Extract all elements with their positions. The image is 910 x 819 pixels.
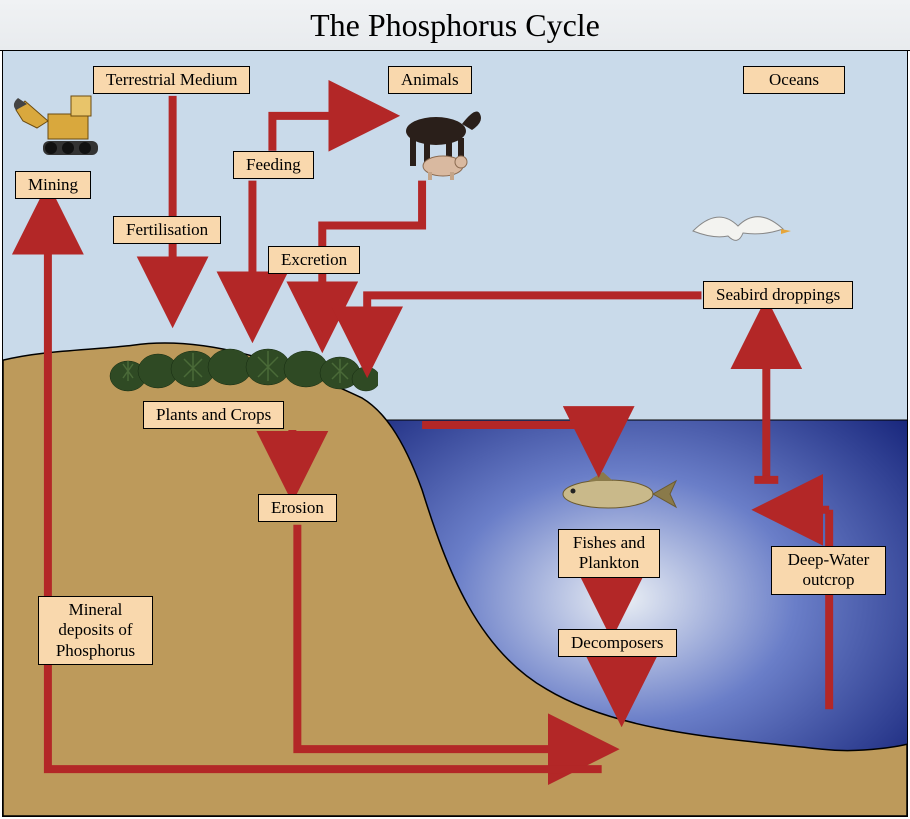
label-oceans: Oceans [743, 66, 845, 94]
label-animals: Animals [388, 66, 472, 94]
label-plants-and-crops: Plants and Crops [143, 401, 284, 429]
label-mining: Mining [15, 171, 91, 199]
label-seabird-droppings: Seabird droppings [703, 281, 853, 309]
diagram-title: The Phosphorus Cycle [310, 7, 600, 44]
fish-icon [548, 469, 678, 519]
label-mineral-deposits: Mineral deposits of Phosphorus [38, 596, 153, 665]
animals-icon [388, 96, 493, 181]
label-erosion: Erosion [258, 494, 337, 522]
label-terrestrial-medium: Terrestrial Medium [93, 66, 250, 94]
label-fertilisation: Fertilisation [113, 216, 221, 244]
diagram-container: The Phosphorus Cycle [0, 0, 910, 819]
seabird-icon [683, 201, 793, 256]
label-excretion: Excretion [268, 246, 360, 274]
title-bar: The Phosphorus Cycle [0, 0, 910, 51]
label-deep-water-outcrop: Deep-Water outcrop [771, 546, 886, 595]
label-fishes-and-plankton: Fishes and Plankton [558, 529, 660, 578]
label-decomposers: Decomposers [558, 629, 677, 657]
plants-row-icon [108, 331, 378, 396]
label-feeding: Feeding [233, 151, 314, 179]
excavator-icon [13, 86, 108, 166]
scene: Terrestrial Medium Oceans Mining Feeding… [2, 50, 908, 817]
